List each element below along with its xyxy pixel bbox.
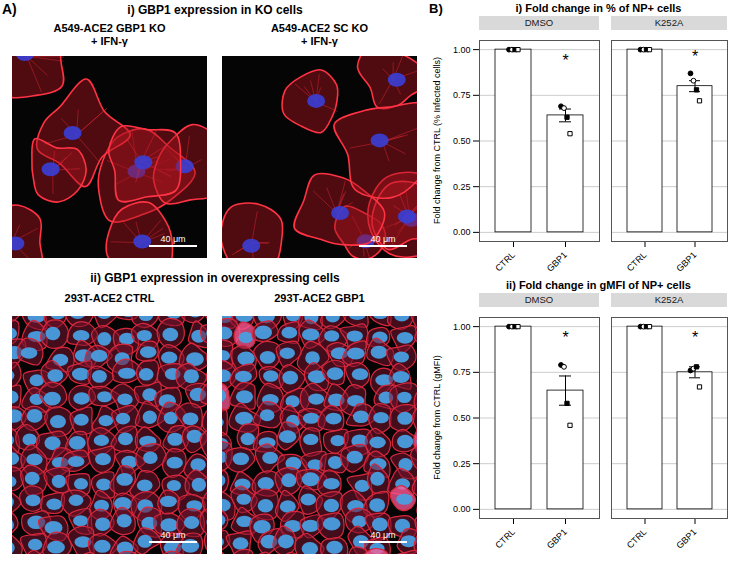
- svg-text:0.00: 0.00: [453, 227, 471, 237]
- svg-text:GBP1: GBP1: [674, 527, 698, 551]
- svg-text:CTRL: CTRL: [493, 250, 517, 274]
- svg-text:CTRL: CTRL: [493, 527, 517, 551]
- svg-text:GBP1: GBP1: [545, 527, 569, 551]
- html-text:i) Fold change in % of NP+ cel: i) Fold change in % of NP+ cells: [515, 2, 682, 14]
- svg-text:i) GBP1 expression in KO cells: i) GBP1 expression in KO cells: [127, 3, 303, 17]
- html-text:DMSO: DMSO: [524, 17, 554, 28]
- svg-text:Fold change from CTRL (gMFI): Fold change from CTRL (gMFI): [432, 355, 442, 480]
- html-text:DMSO: DMSO: [524, 294, 554, 305]
- svg-text:293T-ACE2 CTRL: 293T-ACE2 CTRL: [65, 292, 155, 304]
- svg-text:Fold change from CTRL (% Infec: Fold change from CTRL (% Infected cells): [432, 57, 442, 224]
- svg-text:ii) GBP1 expression in overexp: ii) GBP1 expression in overexpressing ce…: [90, 271, 340, 285]
- html-text:K252A: K252A: [654, 17, 684, 28]
- html-text:B): B): [429, 0, 443, 16]
- svg-text:40 μm: 40 μm: [370, 530, 395, 540]
- svg-text:GBP1: GBP1: [545, 250, 569, 274]
- svg-text:1.00: 1.00: [453, 322, 471, 332]
- svg-text:293T-ACE2 GBP1: 293T-ACE2 GBP1: [274, 292, 364, 304]
- svg-text:1.00: 1.00: [453, 45, 471, 55]
- svg-text:A549-ACE2 GBP1 KO+ IFN-γ: A549-ACE2 GBP1 KO+ IFN-γ: [54, 22, 166, 47]
- svg-text:*: *: [562, 329, 568, 346]
- html-text:ii) Fold change in gMFI of NP+: ii) Fold change in gMFI of NP+ cells: [506, 279, 691, 291]
- svg-text:CTRL: CTRL: [625, 250, 649, 274]
- svg-text:*: *: [692, 48, 698, 65]
- svg-text:0.50: 0.50: [453, 413, 471, 423]
- svg-text:*: *: [692, 329, 698, 346]
- svg-text:GBP1: GBP1: [674, 250, 698, 274]
- svg-text:40 μm: 40 μm: [370, 234, 395, 244]
- svg-text:*: *: [562, 52, 568, 69]
- svg-text:CTRL: CTRL: [625, 527, 649, 551]
- svg-text:A): A): [2, 1, 17, 17]
- svg-text:0.75: 0.75: [453, 367, 471, 377]
- svg-text:0.25: 0.25: [453, 459, 471, 469]
- svg-text:40 μm: 40 μm: [160, 530, 185, 540]
- html-text:K252A: K252A: [654, 294, 684, 305]
- svg-text:0.50: 0.50: [453, 136, 471, 146]
- svg-text:0.75: 0.75: [453, 90, 471, 100]
- svg-text:0.25: 0.25: [453, 182, 471, 192]
- svg-text:0.00: 0.00: [453, 504, 471, 514]
- svg-text:40 μm: 40 μm: [160, 234, 185, 244]
- svg-text:A549-ACE2 SC KO+ IFN-γ: A549-ACE2 SC KO+ IFN-γ: [271, 22, 369, 47]
